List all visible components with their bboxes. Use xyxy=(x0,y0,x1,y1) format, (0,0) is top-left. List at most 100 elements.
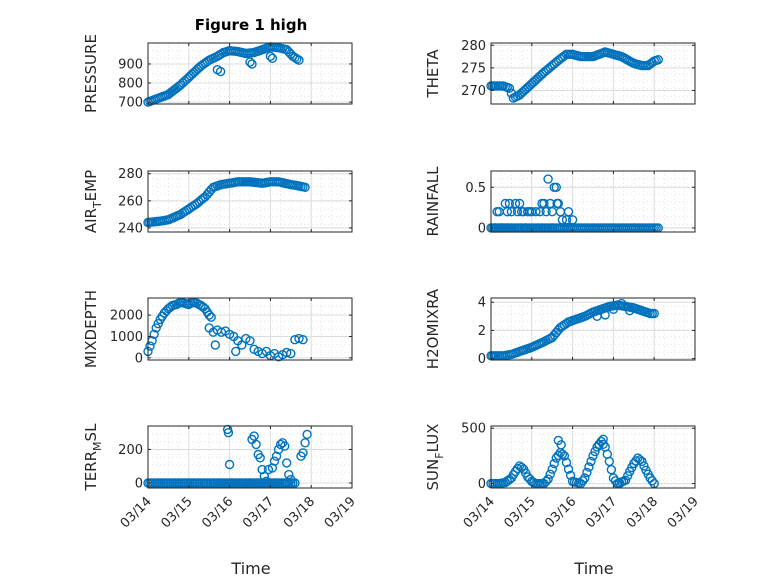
y-tick-label: 200 xyxy=(118,443,143,458)
axes-box xyxy=(490,297,696,361)
data-point xyxy=(286,474,296,485)
data-point xyxy=(282,458,292,468)
data-point xyxy=(204,310,214,320)
data-point xyxy=(267,53,278,63)
data-point xyxy=(153,319,163,329)
data-point xyxy=(284,469,294,480)
data-point xyxy=(259,471,269,481)
y-axis-label-rest: LUX xyxy=(424,424,442,453)
data-point xyxy=(255,453,265,463)
data-point xyxy=(653,55,663,65)
data-point xyxy=(282,347,292,358)
y-axis-label: TERRMSL xyxy=(82,423,104,492)
y-tick-label: 1000 xyxy=(110,330,143,345)
data-point xyxy=(545,469,555,479)
data-point xyxy=(598,439,608,449)
x-axis-label-left: Time xyxy=(230,559,270,578)
axes-box xyxy=(147,42,353,105)
data-point xyxy=(245,478,255,488)
data-point xyxy=(604,456,614,467)
marker-group xyxy=(486,434,659,489)
data-point xyxy=(251,439,261,450)
data-point xyxy=(300,182,310,193)
data-point xyxy=(556,440,566,450)
y-tick-label: 0.5 xyxy=(465,181,486,196)
data-point xyxy=(553,450,563,460)
y-axis-label: SUNFLUX xyxy=(424,424,446,491)
axes-box xyxy=(147,297,353,361)
data-point xyxy=(588,451,598,461)
y-tick-label: 0 xyxy=(478,352,486,367)
data-point xyxy=(294,55,304,65)
y-tick-label: 700 xyxy=(118,96,143,111)
y-axis-label-main: MIXDEPTH xyxy=(82,290,100,368)
subplot-1: 700 800 900 PRESSURE xyxy=(82,34,353,113)
data-point xyxy=(580,473,590,483)
data-point xyxy=(249,431,259,441)
x-axis-label-right: Time xyxy=(573,559,613,578)
data-point xyxy=(631,456,641,466)
data-point xyxy=(639,461,649,471)
data-point xyxy=(245,57,255,67)
data-point xyxy=(616,298,627,309)
x-tick-label: 03/19 xyxy=(665,494,702,531)
data-point xyxy=(578,476,588,486)
axes-box xyxy=(147,170,353,233)
data-point xyxy=(606,465,617,475)
data-point xyxy=(506,206,517,217)
y-tick-label: 0 xyxy=(478,477,486,492)
data-point xyxy=(637,456,647,467)
data-point xyxy=(271,451,282,461)
y-axis-label: THETA xyxy=(424,49,442,99)
data-point xyxy=(269,456,280,466)
x-tick-label: 03/14 xyxy=(118,494,155,531)
y-tick-label: 0 xyxy=(135,476,143,491)
data-point xyxy=(647,476,657,486)
marker-group xyxy=(143,42,304,107)
y-axis-label-main: SUN xyxy=(424,459,442,491)
data-point xyxy=(294,333,304,344)
data-point xyxy=(245,336,255,346)
subplot-3: 240 260 280 AIRTEMP xyxy=(82,167,353,236)
x-tick-label: 03/19 xyxy=(322,494,359,531)
y-axis-label-main: AIR xyxy=(82,208,100,233)
data-point xyxy=(531,206,541,217)
subplot-2: 270 275 280 THETA xyxy=(424,39,696,105)
y-axis-label-main: PRESSURE xyxy=(82,34,100,113)
axes-box xyxy=(147,425,353,489)
y-tick-label: 2000 xyxy=(110,309,143,324)
data-point xyxy=(586,456,596,467)
x-tick-label: 03/18 xyxy=(281,494,318,531)
subplot-8: 0 500 03/14 03/15 03/16 03/17 03/18 03/19 SUNFLU… xyxy=(424,422,702,532)
marker-group xyxy=(143,297,308,362)
y-tick-label: 0 xyxy=(478,221,486,236)
data-point xyxy=(145,341,155,351)
data-point xyxy=(223,428,234,438)
y-axis-label: AIRTEMP xyxy=(82,170,104,233)
data-point xyxy=(226,478,237,488)
plot-area xyxy=(491,171,695,232)
x-tick-label: 03/17 xyxy=(583,494,620,531)
data-point xyxy=(210,340,221,350)
data-point xyxy=(541,476,551,487)
subplot-4: 0 0.5 RAINFALL xyxy=(424,166,696,237)
marker-group xyxy=(486,298,659,361)
y-tick-label: 275 xyxy=(461,61,486,76)
x-tick-label: 03/17 xyxy=(240,494,277,531)
y-tick-label: 270 xyxy=(461,84,486,99)
data-point xyxy=(149,329,159,339)
y-axis-label-main: THETA xyxy=(424,49,442,99)
data-point xyxy=(565,470,576,480)
y-axis-label: RAINFALL xyxy=(424,166,442,237)
data-point xyxy=(594,440,604,450)
data-point xyxy=(257,464,267,475)
data-point xyxy=(608,304,619,314)
axes-box xyxy=(490,42,696,105)
y-tick-label: 280 xyxy=(118,167,143,182)
data-point xyxy=(215,66,226,77)
data-point xyxy=(559,451,570,461)
y-tick-label: 800 xyxy=(118,77,143,92)
data-point xyxy=(551,182,561,193)
